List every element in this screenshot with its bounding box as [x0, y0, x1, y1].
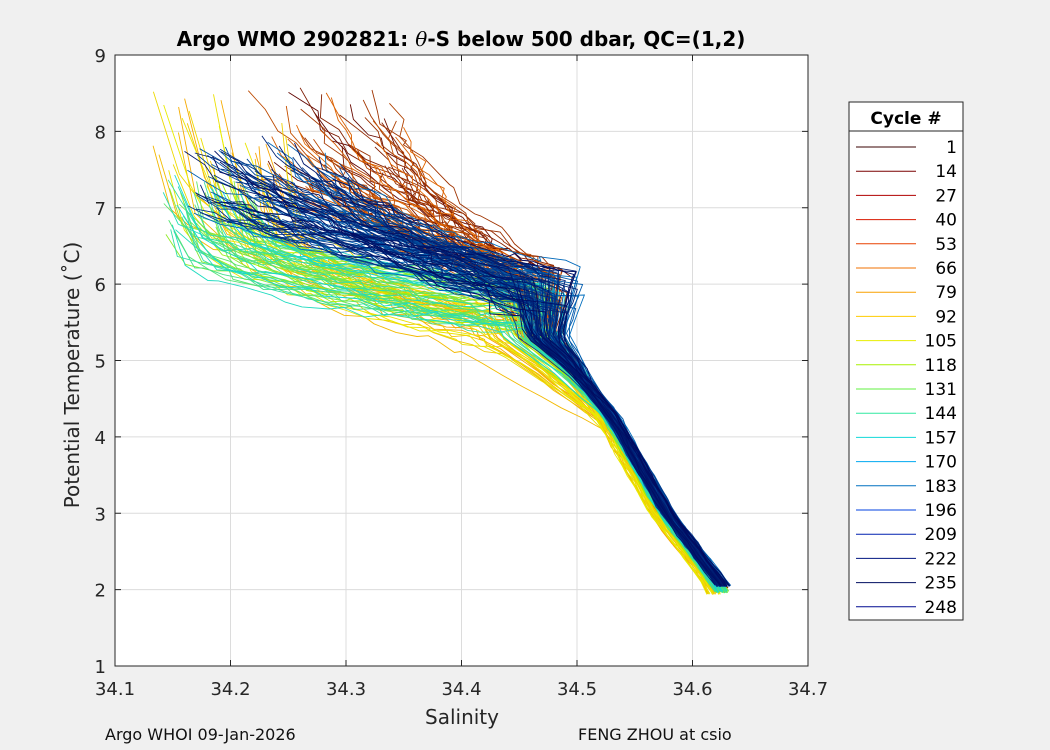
legend-title: Cycle #: [870, 109, 941, 129]
legend-label: 209: [925, 525, 957, 545]
legend-label: 235: [925, 574, 957, 594]
x-axis-label: Salinity: [425, 705, 499, 729]
y-tick-label: 4: [95, 428, 106, 449]
profile-line: [279, 204, 720, 586]
legend-label: 53: [935, 235, 957, 255]
legend-label: 92: [935, 307, 957, 327]
legend-label: 118: [925, 356, 957, 376]
y-tick-label: 8: [95, 122, 106, 143]
ticks: 34.1 34.2 34.3 34.4 34.5 34.6 34.7 1 2 3 4 5 6 7 8 9: [95, 46, 828, 700]
profile-line: [176, 204, 718, 593]
y-tick-label: 6: [95, 275, 106, 296]
legend: Cycle # 1 14 27 40 53 66 79 92 105 118 131 144 157 17…: [848, 101, 964, 621]
footer-left: Argo WHOI 09-Jan-2026: [105, 725, 296, 744]
legend-box: [848, 101, 964, 621]
x-tick-label: 34.5: [557, 679, 597, 700]
profile-line: [220, 151, 723, 587]
x-tick-label: 34.2: [210, 679, 250, 700]
legend-label: 79: [935, 283, 957, 303]
y-tick-label: 5: [95, 352, 106, 373]
profile-line: [212, 155, 728, 587]
legend-label: 183: [925, 477, 957, 497]
legend-label: 144: [925, 404, 957, 424]
legend-label: 131: [925, 380, 957, 400]
profile-line: [200, 212, 727, 588]
legend-label: 157: [925, 428, 957, 448]
profiles: [152, 87, 732, 595]
profile-line: [330, 190, 716, 586]
legend-label: 66: [935, 259, 957, 279]
y-tick-label: 7: [95, 199, 106, 220]
legend-label: 14: [935, 162, 957, 182]
profile-line: [244, 194, 725, 587]
legend-label: 27: [935, 186, 957, 206]
profile-line: [340, 220, 719, 587]
legend-label: 105: [925, 332, 957, 352]
profile-line: [318, 156, 725, 587]
profile-line: [240, 212, 716, 586]
legend-label: 1: [946, 138, 957, 158]
y-tick-label: 9: [95, 46, 106, 67]
y-tick-label: 1: [95, 657, 106, 678]
legend-label: 170: [925, 453, 957, 473]
legend-label: 248: [925, 598, 957, 618]
y-tick-label: 3: [95, 504, 106, 525]
profile-line: [222, 202, 722, 587]
legend-label: 222: [925, 549, 957, 569]
profile-line: [294, 142, 724, 587]
legend-label: 40: [935, 211, 957, 231]
x-tick-label: 34.7: [788, 679, 828, 700]
y-axis-label: Potential Temperature (˚C): [60, 242, 84, 509]
x-tick-label: 34.6: [672, 679, 712, 700]
x-tick-label: 34.4: [441, 679, 481, 700]
legend-entries: 1 14 27 40 53 66 79 92 105 118 131 144 157 170 183 196 2…: [856, 138, 957, 618]
x-tick-label: 34.1: [95, 679, 135, 700]
x-tick-label: 34.3: [326, 679, 366, 700]
legend-label: 196: [925, 501, 957, 521]
footer-right: FENG ZHOU at csio: [578, 725, 732, 744]
chart-title: Argo WMO 2902821: θ-S below 500 dbar, QC…: [177, 27, 746, 51]
profile-line: [273, 175, 726, 587]
y-tick-label: 2: [95, 581, 106, 602]
